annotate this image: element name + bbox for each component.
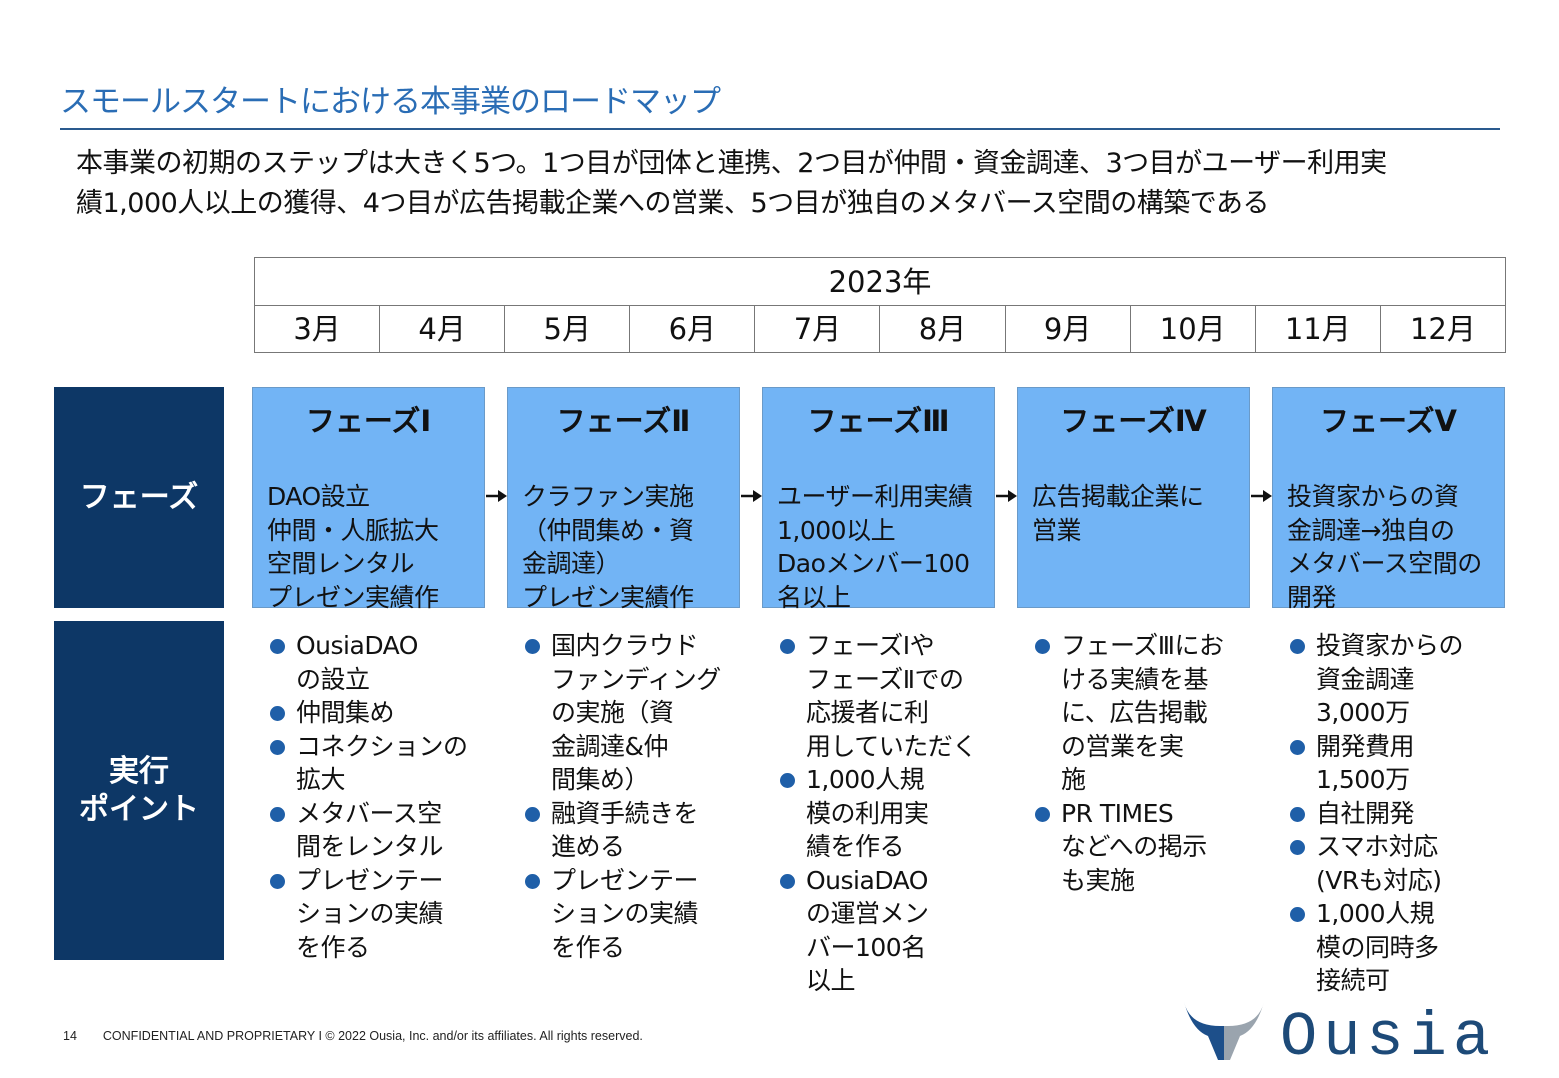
phase-name: フェーズⅣ xyxy=(1060,404,1207,438)
list-item: OusiaDAO の設立 xyxy=(270,629,490,696)
list-item: フェーズⅠや フェーズⅡでの 応援者に利 用していただく xyxy=(780,629,1000,763)
arrow-right-icon xyxy=(486,490,507,502)
phase-box: フェーズⅣ 広告掲載企業に 営業 xyxy=(1017,387,1250,608)
execution-points-list: フェーズⅠや フェーズⅡでの 応援者に利 用していただく 1,000人規 模の利用… xyxy=(780,629,1000,998)
list-item: プレゼンテー ションの実績 を作る xyxy=(270,864,490,965)
phase-name: フェーズⅡ xyxy=(556,404,691,438)
list-item: 投資家からの 資金調達 3,000万 xyxy=(1290,629,1510,730)
list-item: 1,000人規 模の利用実 績を作る xyxy=(780,763,1000,864)
execution-points-list: 国内クラウド ファンディング の実施（資 金調達&仲 間集め） 融資手続きを 進め… xyxy=(525,629,745,964)
copyright: CONFIDENTIAL AND PROPRIETARY I © 2022 Ou… xyxy=(102,1029,643,1043)
svg-text:Ousia: Ousia xyxy=(1280,1002,1490,1065)
list-item: 自社開発 xyxy=(1290,797,1510,831)
intro-text: 本事業の初期のステップは大きく5つ。1つ目が団体と連携、2つ目が仲間・資金調達、… xyxy=(76,148,1387,219)
phase-box: フェーズⅠ DAO設立 仲間・人脈拡大 空間レンタル プレゼン実績作 xyxy=(252,387,485,612)
execution-points-list: フェーズⅢにお ける実績を基 に、広告掲載 の営業を実 施 PR TIMES など… xyxy=(1035,629,1255,897)
phase-description: ユーザー利用実績 1,000以上 Daoメンバー100 名以上 xyxy=(777,482,973,612)
timeline-months: 3月 4月 5月 6月 7月 8月 9月 10月 11月 12月 xyxy=(255,306,1505,352)
list-item: コネクションの 拡大 xyxy=(270,730,490,797)
phase-description: DAO設立 仲間・人脈拡大 空間レンタル プレゼン実績作 xyxy=(267,482,439,612)
row-label-phase: フェーズ xyxy=(54,387,224,608)
phase-box: フェーズⅤ 投資家からの資 金調達→独自の メタバース空間の 開発 xyxy=(1272,387,1505,612)
execution-points-list: OusiaDAO の設立 仲間集め コネクションの 拡大 メタバース空 間をレンタルプ… xyxy=(270,629,490,964)
timeline-year: 2023年 xyxy=(255,258,1505,306)
page-number: 14 xyxy=(63,1029,77,1043)
arrow-right-icon xyxy=(1251,490,1272,502)
timeline-month: 6月 xyxy=(629,306,754,352)
ousia-logo: Ousia xyxy=(1184,1002,1490,1065)
phase-description: 投資家からの資 金調達→独自の メタバース空間の 開発 xyxy=(1287,482,1482,612)
list-item: メタバース空 間をレンタル xyxy=(270,797,490,864)
phase-name: フェーズⅠ xyxy=(305,404,432,438)
list-item: 開発費用 1,500万 xyxy=(1290,730,1510,797)
list-item: OusiaDAO の運営メン バー100名 以上 xyxy=(780,864,1000,998)
execution-points-list: 投資家からの 資金調達 3,000万 開発費用 1,500万 自社開発 スマホ対応 (… xyxy=(1290,629,1510,998)
timeline-table: 2023年 3月 4月 5月 6月 7月 8月 9月 10月 11月 12月 xyxy=(254,257,1506,353)
list-item: 1,000人規 模の同時多 接続可 xyxy=(1290,897,1510,998)
footer: 14 CONFIDENTIAL AND PROPRIETARY I © 2022 … xyxy=(63,1029,669,1043)
phase-description: クラファン実施 （仲間集め・資 金調達） プレゼン実績作 xyxy=(522,482,694,612)
list-item: PR TIMES などへの掲示 も実施 xyxy=(1035,797,1255,898)
list-item: プレゼンテー ションの実績 を作る xyxy=(525,864,745,965)
timeline-month: 5月 xyxy=(504,306,629,352)
timeline-month: 10月 xyxy=(1129,306,1255,352)
phase-description: 広告掲載企業に 営業 xyxy=(1032,482,1204,545)
title-divider xyxy=(60,128,1500,130)
timeline-month: 11月 xyxy=(1254,306,1380,352)
timeline-month: 8月 xyxy=(879,306,1004,352)
phase-box: フェーズⅢ ユーザー利用実績 1,000以上 Daoメンバー100 名以上 xyxy=(762,387,995,612)
list-item: 融資手続きを 進める xyxy=(525,797,745,864)
timeline-month: 12月 xyxy=(1379,306,1505,352)
list-item: フェーズⅢにお ける実績を基 に、広告掲載 の営業を実 施 xyxy=(1035,629,1255,797)
timeline-month: 9月 xyxy=(1004,306,1130,352)
arrow-right-icon xyxy=(741,490,762,502)
timeline-month: 4月 xyxy=(379,306,504,352)
phase-name: フェーズⅢ xyxy=(807,404,950,438)
list-item: スマホ対応 (VRも対応) xyxy=(1290,830,1510,897)
phase-box: フェーズⅡ クラファン実施 （仲間集め・資 金調達） プレゼン実績作 xyxy=(507,387,740,612)
row-label-points: 実行 ポイント xyxy=(54,621,224,960)
list-item: 仲間集め xyxy=(270,696,490,730)
timeline-month: 3月 xyxy=(293,312,341,346)
slide-title: スモールスタートにおける本事業のロードマップ xyxy=(60,84,721,120)
arrow-right-icon xyxy=(996,490,1017,502)
list-item: 国内クラウド ファンディング の実施（資 金調達&仲 間集め） xyxy=(525,629,745,797)
phase-name: フェーズⅤ xyxy=(1320,404,1457,438)
timeline-month: 7月 xyxy=(754,306,879,352)
